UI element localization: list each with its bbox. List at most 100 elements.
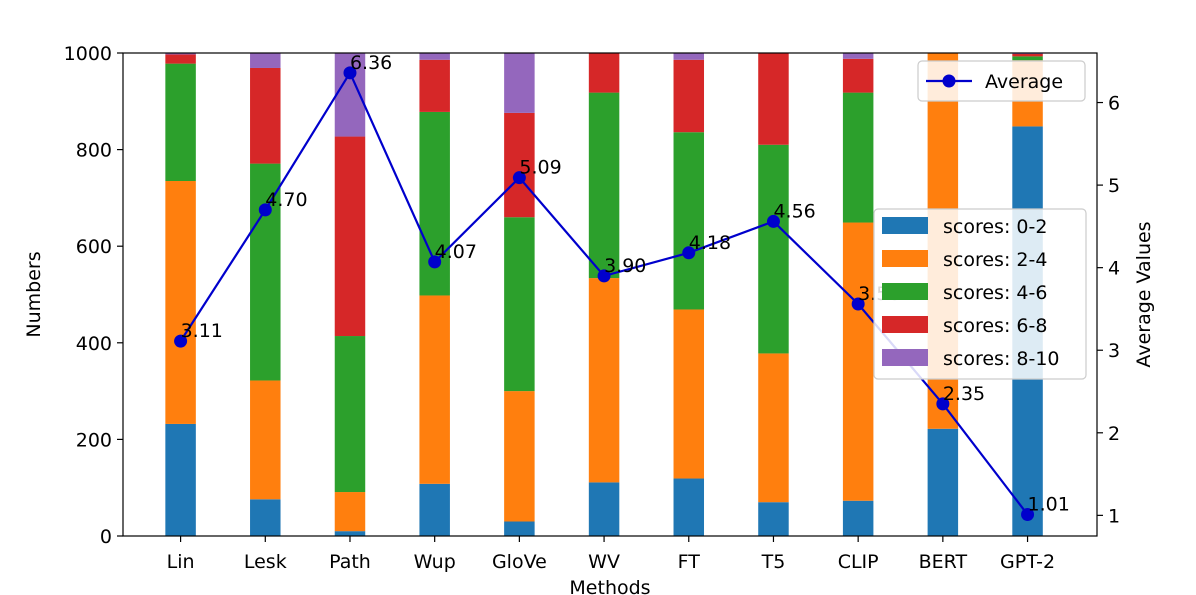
bar-lin-s2 <box>165 63 196 181</box>
bar-ft-s3 <box>673 59 705 133</box>
legend-label: scores: 8-10 <box>943 348 1060 370</box>
x-tick-label: WV <box>588 551 620 573</box>
x-tick-label: Lesk <box>244 551 287 573</box>
average-value-label: 4.70 <box>265 189 307 211</box>
bar-lesk-s1 <box>250 380 281 500</box>
bar-bert-s0 <box>927 428 959 536</box>
legend-average-label: Average <box>985 71 1063 93</box>
bar-ft-s4 <box>673 53 705 60</box>
bar-glove-s4 <box>504 53 535 113</box>
plot-frame <box>122 52 1098 537</box>
bar-wup-s4 <box>419 53 450 60</box>
x-tick-label: CLIP <box>838 551 879 573</box>
y-tick-label: 600 <box>76 236 112 258</box>
bar-t5-s0 <box>758 502 789 536</box>
x-tick-label: Wup <box>414 551 456 573</box>
y-tick-label: 0 <box>100 526 112 548</box>
bar-clip-s2 <box>842 92 874 223</box>
legend-label: scores: 2-4 <box>943 249 1047 271</box>
bar-clip-s4 <box>842 53 874 59</box>
bar-t5-s2 <box>758 144 789 354</box>
bar-glove-s2 <box>504 217 535 392</box>
average-point-ft <box>682 246 696 260</box>
bar-lin-s4 <box>165 53 196 55</box>
bar-lin-s0 <box>165 423 196 536</box>
average-value-label: 4.07 <box>435 241 477 263</box>
x-tick-label: T5 <box>761 551 786 573</box>
bar-path-s2 <box>334 336 366 493</box>
average-point-lin <box>174 334 188 348</box>
bar-lin-s3 <box>165 54 196 64</box>
bar-clip-s0 <box>842 500 874 536</box>
legend-swatch <box>882 283 928 300</box>
average-point-gpt-2 <box>1021 508 1035 522</box>
bar-lesk-s3 <box>250 67 281 164</box>
legend-swatch <box>882 217 928 234</box>
y2-tick-label: 6 <box>1108 93 1120 115</box>
x-tick-label: Lin <box>167 551 195 573</box>
y2-axis-label: Average Values <box>1133 221 1155 367</box>
average-value-label: 2.35 <box>943 383 985 405</box>
y2-tick-label: 3 <box>1108 340 1120 362</box>
bar-wup-s0 <box>419 483 450 536</box>
legend-swatch <box>882 349 928 366</box>
y-tick-label: 1000 <box>64 43 112 65</box>
average-value-label: 4.56 <box>773 200 815 222</box>
y-tick-label: 200 <box>76 429 112 451</box>
legend-average-marker <box>942 74 956 88</box>
bar-gpt-2-s3 <box>1012 53 1043 57</box>
y-tick-label: 800 <box>76 140 112 162</box>
bar-path-s3 <box>334 136 366 337</box>
x-tick-label: GPT-2 <box>1000 551 1055 573</box>
average-point-wup <box>428 255 442 269</box>
bar-wv-s1 <box>588 278 620 483</box>
bar-t5-s3 <box>758 53 789 145</box>
legend-scores: scores: 0-2 scores: 2-4 scores: 4-6 scores:… <box>873 208 1087 380</box>
bar-lesk-s4 <box>250 53 281 68</box>
x-tick-label: BERT <box>919 551 968 573</box>
y2-tick-label: 5 <box>1108 175 1120 197</box>
average-value-label: 1.01 <box>1028 494 1070 516</box>
average-line-layer: 3.114.706.364.075.093.904.184.563.562.35… <box>174 52 1070 522</box>
x-axis: Lin Lesk Path Wup GloVe WV FT T5 CLIP BERT GPT-2 <box>167 536 1055 573</box>
legend-swatch <box>882 316 928 333</box>
y2-tick-label: 1 <box>1108 505 1120 527</box>
x-axis-label: Methods <box>569 577 650 595</box>
bar-path-s0 <box>334 531 366 536</box>
x-tick-label: Path <box>329 551 371 573</box>
bar-wv-s2 <box>588 92 620 279</box>
average-value-label: 4.18 <box>689 232 731 254</box>
legend-average-box <box>917 60 1086 102</box>
average-value-label: 3.90 <box>604 255 646 277</box>
bar-wv-s0 <box>588 482 620 536</box>
bar-clip-s3 <box>842 58 874 93</box>
x-tick-label: GloVe <box>492 551 547 573</box>
y2-tick-label: 4 <box>1108 258 1120 280</box>
bar-lin-s1 <box>165 180 196 424</box>
x-tick-label: FT <box>678 551 701 573</box>
average-point-wv <box>597 269 611 283</box>
bar-glove-s3 <box>504 112 535 218</box>
legend-swatch <box>882 250 928 267</box>
legend-label: scores: 0-2 <box>943 216 1047 238</box>
y2-tick-label: 2 <box>1108 423 1120 445</box>
bar-glove-s1 <box>504 391 535 522</box>
bar-t5-s1 <box>758 353 789 503</box>
bar-ft-s2 <box>673 132 705 310</box>
bar-ft-s0 <box>673 478 705 536</box>
legend-average: Average <box>917 60 1086 102</box>
bar-clip-s1 <box>842 222 874 501</box>
average-point-lesk <box>258 203 272 217</box>
bar-wup-s3 <box>419 59 450 112</box>
bar-wup-s1 <box>419 295 450 484</box>
bar-ft-s1 <box>673 309 705 479</box>
legend-label: scores: 4-6 <box>943 282 1047 304</box>
average-point-glove <box>512 171 526 185</box>
bar-path-s1 <box>334 492 366 532</box>
y-axis-left: 0 200 400 600 800 1000 <box>64 43 123 548</box>
average-point-clip <box>851 297 865 311</box>
bar-glove-s0 <box>504 521 535 536</box>
bar-lesk-s0 <box>250 499 281 536</box>
bar-lesk-s2 <box>250 163 281 381</box>
